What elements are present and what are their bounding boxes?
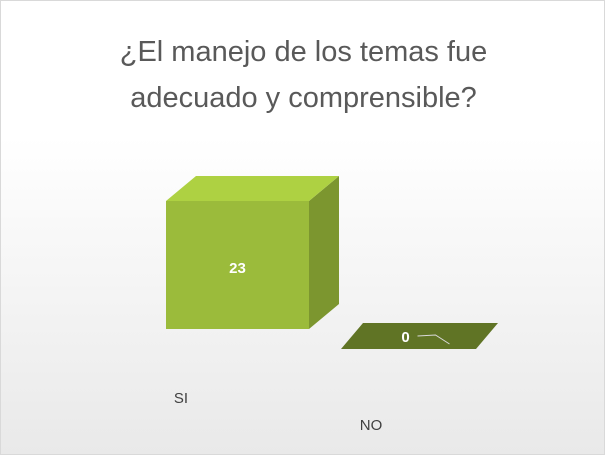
bar-top: [166, 176, 339, 201]
data-label: 0: [401, 329, 409, 346]
x-tick-label: NO: [360, 417, 383, 434]
data-label: 23: [229, 260, 246, 277]
bar: [166, 176, 339, 329]
bar-side: [309, 176, 339, 329]
leader-line: [417, 334, 450, 345]
bar-front: [166, 201, 309, 329]
chart-title: ¿El manejo de los temas fue adecuado y c…: [119, 36, 488, 114]
x-tick-label: SI: [174, 390, 188, 407]
